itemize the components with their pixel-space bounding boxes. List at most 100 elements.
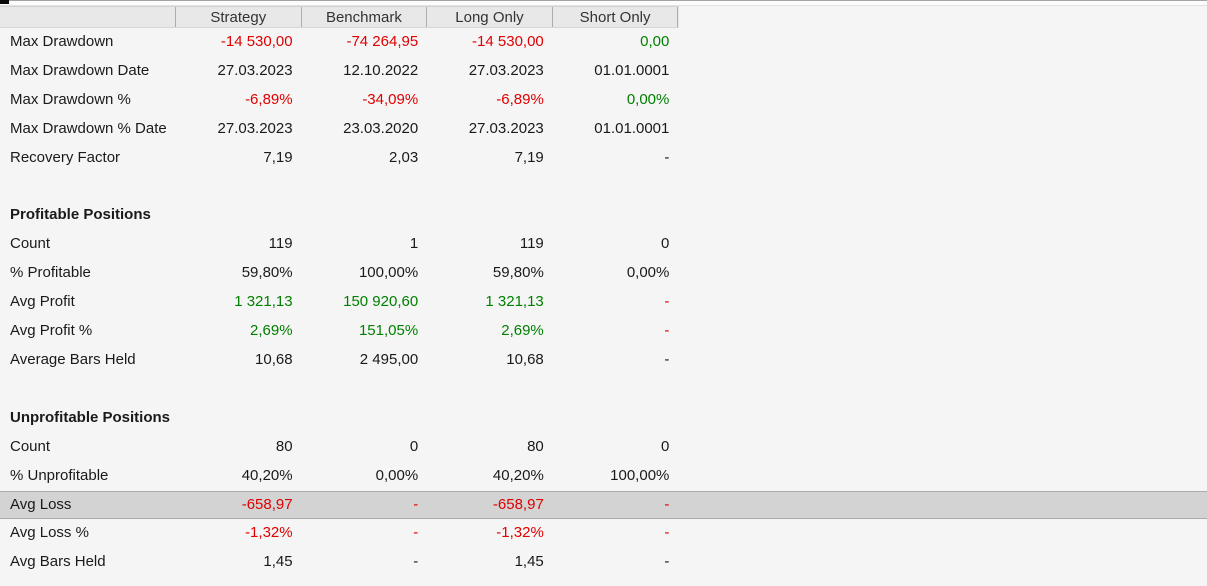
section-title: Unprofitable Positions [10, 408, 171, 426]
cell-long-only: 59,80% [492, 264, 544, 282]
cell-benchmark: 100,00% [358, 264, 419, 282]
cell-short-only: - [664, 495, 670, 513]
row-label: Average Bars Held [10, 350, 136, 368]
column-header-rowlabels [0, 7, 176, 27]
row-label: Count [10, 437, 51, 455]
cell-short-only: - [664, 553, 670, 571]
table-row[interactable]: Max Drawdown % -6,89% -34,09% -6,89% 0,00% [0, 86, 1207, 115]
cell-strategy: 59,80% [241, 264, 293, 282]
cell-strategy: 10,68 [255, 350, 293, 368]
cell-long-only: 1 321,13 [485, 293, 544, 311]
cell-short-only: 01.01.0001 [594, 119, 670, 137]
row-label: Avg Profit [10, 293, 75, 311]
table-row[interactable]: % Profitable 59,80% 100,00% 59,80% 0,00% [0, 259, 1207, 288]
cell-long-only: -1,32% [496, 524, 544, 542]
cell-short-only: - [664, 524, 670, 542]
cell-strategy: 40,20% [241, 466, 293, 484]
cell-short-only: - [664, 322, 670, 340]
table-row[interactable]: Recovery Factor 7,19 2,03 7,19 - [0, 144, 1207, 173]
cell-benchmark: 2,03 [388, 148, 419, 166]
row-label: Avg Loss % [10, 524, 89, 542]
cell-long-only: 80 [527, 437, 544, 455]
table-row[interactable]: Max Drawdown Date 27.03.2023 12.10.2022 27.… [0, 57, 1207, 86]
cell-strategy: 1 321,13 [234, 293, 293, 311]
column-header-strategy: Strategy [176, 7, 302, 27]
cell-benchmark: 0 [409, 437, 419, 455]
cell-benchmark: 23.03.2020 [343, 119, 419, 137]
cell-strategy: -1,32% [245, 524, 293, 542]
row-label: Avg Bars Held [10, 553, 106, 571]
cell-benchmark: - [413, 524, 419, 542]
cell-benchmark: 12.10.2022 [343, 61, 419, 79]
cell-short-only: 0,00 [640, 33, 670, 50]
cell-strategy: 80 [275, 437, 293, 455]
cell-strategy: 27.03.2023 [217, 119, 293, 137]
cell-short-only: 01.01.0001 [594, 61, 670, 79]
table-row[interactable]: % Unprofitable 40,20% 0,00% 40,20% 100,00% [0, 462, 1207, 491]
table-row[interactable]: Count 80 0 80 0 [0, 433, 1207, 462]
table-row[interactable]: Count 119 1 119 0 [0, 230, 1207, 259]
row-label: Max Drawdown % [10, 90, 131, 108]
column-header-long-only: Long Only [427, 7, 553, 27]
table-row[interactable]: Avg Profit 1 321,13 150 920,60 1 321,13 - [0, 288, 1207, 317]
cell-benchmark: 151,05% [358, 322, 419, 340]
table-row[interactable]: Max Drawdown % Date 27.03.2023 23.03.2020 2… [0, 115, 1207, 144]
column-header-short-only: Short Only [553, 7, 679, 27]
top-splitter-line-2 [0, 5, 1207, 6]
cell-long-only: 1,45 [514, 553, 544, 571]
cell-benchmark: 150 920,60 [343, 293, 419, 311]
row-label: Max Drawdown % Date [10, 119, 167, 137]
row-label: Avg Profit % [10, 322, 93, 340]
spacer-row [0, 173, 1207, 202]
cell-strategy: 1,45 [263, 553, 293, 571]
column-header-benchmark: Benchmark [302, 7, 428, 27]
cell-strategy: 119 [268, 235, 293, 253]
cell-short-only: 100,00% [610, 466, 670, 484]
row-label: Max Drawdown Date [10, 61, 150, 79]
stats-table-body: Max Drawdown -14 530,00 -74 264,95 -14 530,… [0, 28, 1207, 577]
cell-benchmark: 2 495,00 [359, 350, 419, 368]
row-label: Count [10, 235, 51, 253]
row-label: Avg Loss [10, 495, 72, 513]
cell-long-only: 119 [519, 235, 544, 253]
cell-short-only: - [664, 293, 670, 311]
table-row[interactable]: Avg Loss % -1,32% - -1,32% - [0, 519, 1207, 548]
cell-long-only: -658,97 [492, 495, 544, 513]
cell-short-only: 0,00% [626, 90, 670, 108]
cell-strategy: -6,89% [245, 90, 293, 108]
cell-short-only: - [664, 148, 670, 166]
corner-artifact [0, 0, 9, 4]
row-label: % Profitable [10, 264, 91, 282]
cell-strategy: -14 530,00 [220, 33, 293, 50]
cell-long-only: 10,68 [506, 350, 544, 368]
cell-long-only: -6,89% [496, 90, 544, 108]
cell-benchmark: 1 [409, 235, 419, 253]
cell-benchmark: - [413, 553, 419, 571]
row-label: % Unprofitable [10, 466, 109, 484]
cell-short-only: - [664, 350, 670, 368]
table-row-selected[interactable]: Avg Loss -658,97 - -658,97 - [0, 490, 1207, 520]
cell-short-only: 0 [661, 235, 670, 253]
section-title: Profitable Positions [10, 206, 151, 224]
spacer-row [0, 375, 1207, 404]
cell-long-only: 2,69% [501, 322, 544, 340]
section-header-row: Unprofitable Positions [0, 404, 1207, 433]
cell-long-only: 27.03.2023 [468, 119, 544, 137]
cell-short-only: 0,00% [626, 264, 670, 282]
row-label: Recovery Factor [10, 148, 121, 166]
cell-strategy: 27.03.2023 [217, 61, 293, 79]
cell-long-only: -14 530,00 [472, 33, 544, 50]
table-row[interactable]: Avg Profit % 2,69% 151,05% 2,69% - [0, 317, 1207, 346]
table-header-row: Strategy Benchmark Long Only Short Only [0, 6, 679, 28]
table-row[interactable]: Average Bars Held 10,68 2 495,00 10,68 - [0, 346, 1207, 375]
table-row[interactable]: Max Drawdown -14 530,00 -74 264,95 -14 530,… [0, 28, 1207, 57]
cell-long-only: 27.03.2023 [468, 61, 544, 79]
table-row[interactable]: Avg Bars Held 1,45 - 1,45 - [0, 548, 1207, 577]
cell-strategy: 2,69% [250, 322, 293, 340]
cell-strategy: -658,97 [241, 495, 293, 513]
cell-strategy: 7,19 [263, 148, 293, 166]
cell-benchmark: -34,09% [362, 90, 419, 108]
cell-benchmark: - [413, 495, 419, 513]
cell-long-only: 7,19 [514, 148, 544, 166]
